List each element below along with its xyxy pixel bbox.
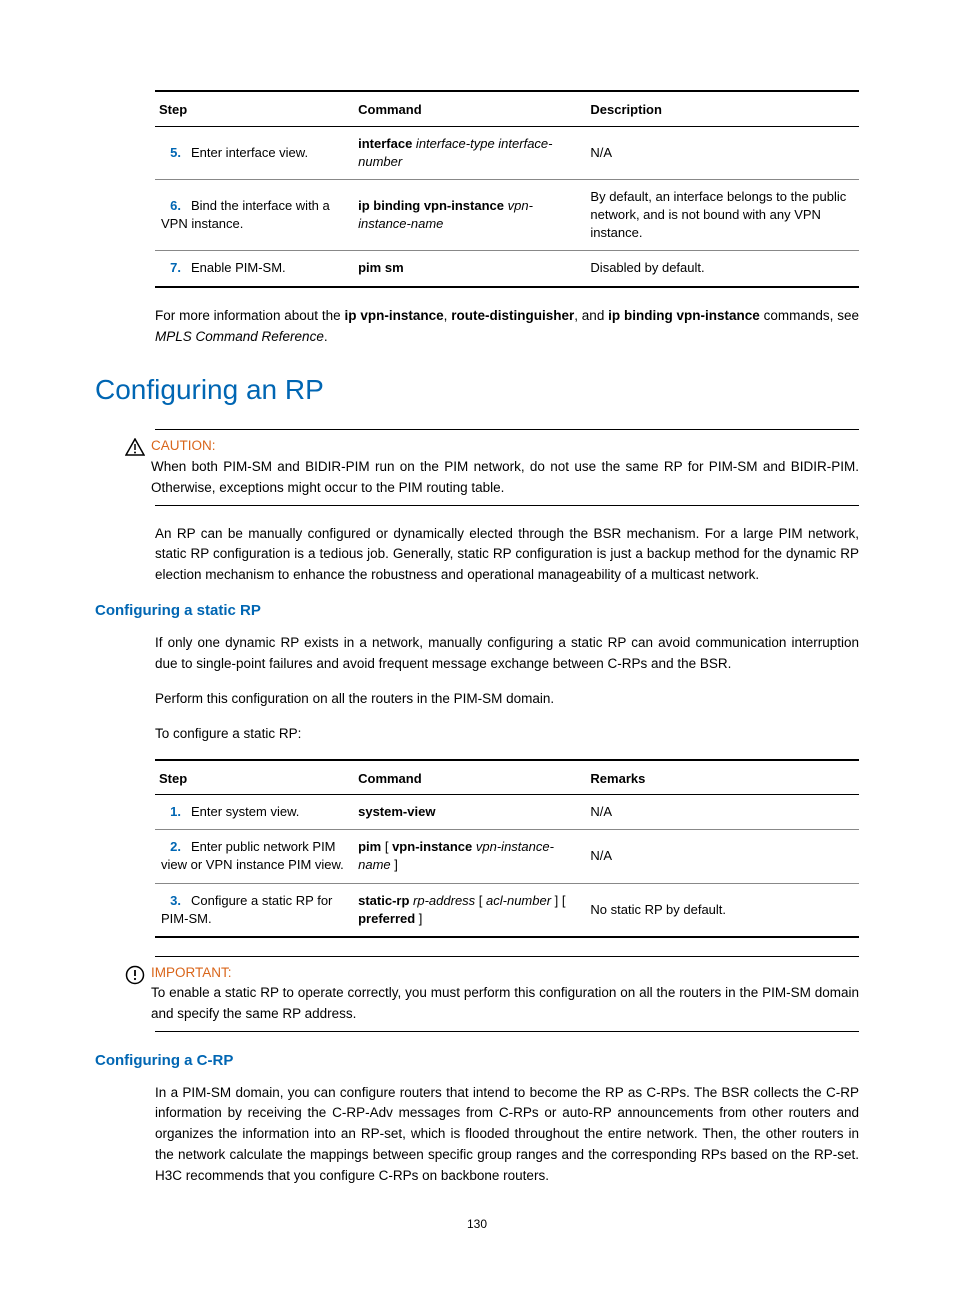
step-number: 1. — [161, 803, 181, 821]
desc-text: N/A — [584, 126, 859, 179]
table-steps-1: Step Command Description 5. Enter interfa… — [155, 90, 859, 288]
table-row: 2.Enter public network PIM view or VPN i… — [155, 830, 859, 883]
heading-configuring-rp: Configuring an RP — [95, 369, 859, 411]
desc-text: By default, an interface belongs to the … — [584, 179, 859, 251]
step-text: Configure a static RP for PIM-SM. — [161, 893, 332, 926]
th-command: Command — [352, 91, 584, 126]
th-remarks: Remarks — [584, 760, 859, 795]
table-row: 6.Bind the interface with a VPN instance… — [155, 179, 859, 251]
desc-text: No static RP by default. — [584, 883, 859, 937]
th-step: Step — [155, 91, 352, 126]
heading-static-rp: Configuring a static RP — [95, 600, 859, 623]
paragraph: If only one dynamic RP exists in a netwo… — [155, 633, 859, 675]
th-command: Command — [352, 760, 584, 795]
cmd-name: ip binding vpn-instance — [608, 308, 760, 323]
important-callout: IMPORTANT: To enable a static RP to oper… — [155, 956, 859, 1032]
desc-text: N/A — [584, 795, 859, 830]
step-text: Bind the interface with a VPN instance. — [161, 198, 330, 231]
paragraph: In a PIM-SM domain, you can configure ro… — [155, 1083, 859, 1188]
step-number: 3. — [161, 892, 181, 910]
paragraph: Perform this configuration on all the ro… — [155, 689, 859, 710]
caution-body: When both PIM-SM and BIDIR-PIM run on th… — [151, 457, 859, 499]
cmd-cell: pim [ vpn-instance vpn-instance-name ] — [352, 830, 584, 883]
heading-crp: Configuring a C-RP — [95, 1050, 859, 1073]
table-steps-2: Step Command Remarks 1. Enter system view… — [155, 759, 859, 938]
desc-text: Disabled by default. — [584, 251, 859, 287]
paragraph: An RP can be manually configured or dyna… — [155, 524, 859, 587]
text: , and — [574, 308, 608, 323]
doc-ref: MPLS Command Reference — [155, 329, 324, 344]
cmd-name: ip vpn-instance — [345, 308, 444, 323]
step-text: Enter public network PIM view or VPN ins… — [161, 839, 344, 872]
step-number: 2. — [161, 838, 181, 856]
cmd-keyword: ip binding vpn-instance — [358, 198, 504, 213]
paragraph-ref: For more information about the ip vpn-in… — [155, 306, 859, 348]
important-label: IMPORTANT: — [151, 963, 859, 983]
important-icon — [125, 965, 151, 991]
text: commands, see — [760, 308, 859, 323]
caution-label: CAUTION: — [151, 436, 859, 456]
cmd-keyword: interface — [358, 136, 412, 151]
text: For more information about the — [155, 308, 345, 323]
step-text: Enable PIM-SM. — [191, 260, 286, 275]
table-row: 7. Enable PIM-SM. pim sm Disabled by defa… — [155, 251, 859, 287]
cmd-name: route-distinguisher — [451, 308, 574, 323]
table-row: 3.Configure a static RP for PIM-SM. stat… — [155, 883, 859, 937]
cmd-cell: system-view — [352, 795, 584, 830]
th-description: Description — [584, 91, 859, 126]
th-step: Step — [155, 760, 352, 795]
step-number: 6. — [161, 197, 181, 215]
step-text: Enter system view. — [191, 804, 299, 819]
caution-icon — [125, 438, 151, 462]
text: . — [324, 329, 328, 344]
step-text: Enter interface view. — [191, 145, 308, 160]
important-body: To enable a static RP to operate correct… — [151, 983, 859, 1025]
cmd-cell: static-rp rp-address [ acl-number ] [ pr… — [352, 883, 584, 937]
step-number: 5. — [161, 144, 181, 162]
step-number: 7. — [161, 259, 181, 277]
cmd-keyword: pim sm — [358, 260, 404, 275]
table-row: 5.Enter interface view. interface interf… — [155, 126, 859, 179]
caution-callout: CAUTION: When both PIM-SM and BIDIR-PIM … — [155, 429, 859, 505]
desc-text: N/A — [584, 830, 859, 883]
table-row: 1. Enter system view. system-view N/A — [155, 795, 859, 830]
page-number: 130 — [95, 1215, 859, 1233]
paragraph: To configure a static RP: — [155, 724, 859, 745]
